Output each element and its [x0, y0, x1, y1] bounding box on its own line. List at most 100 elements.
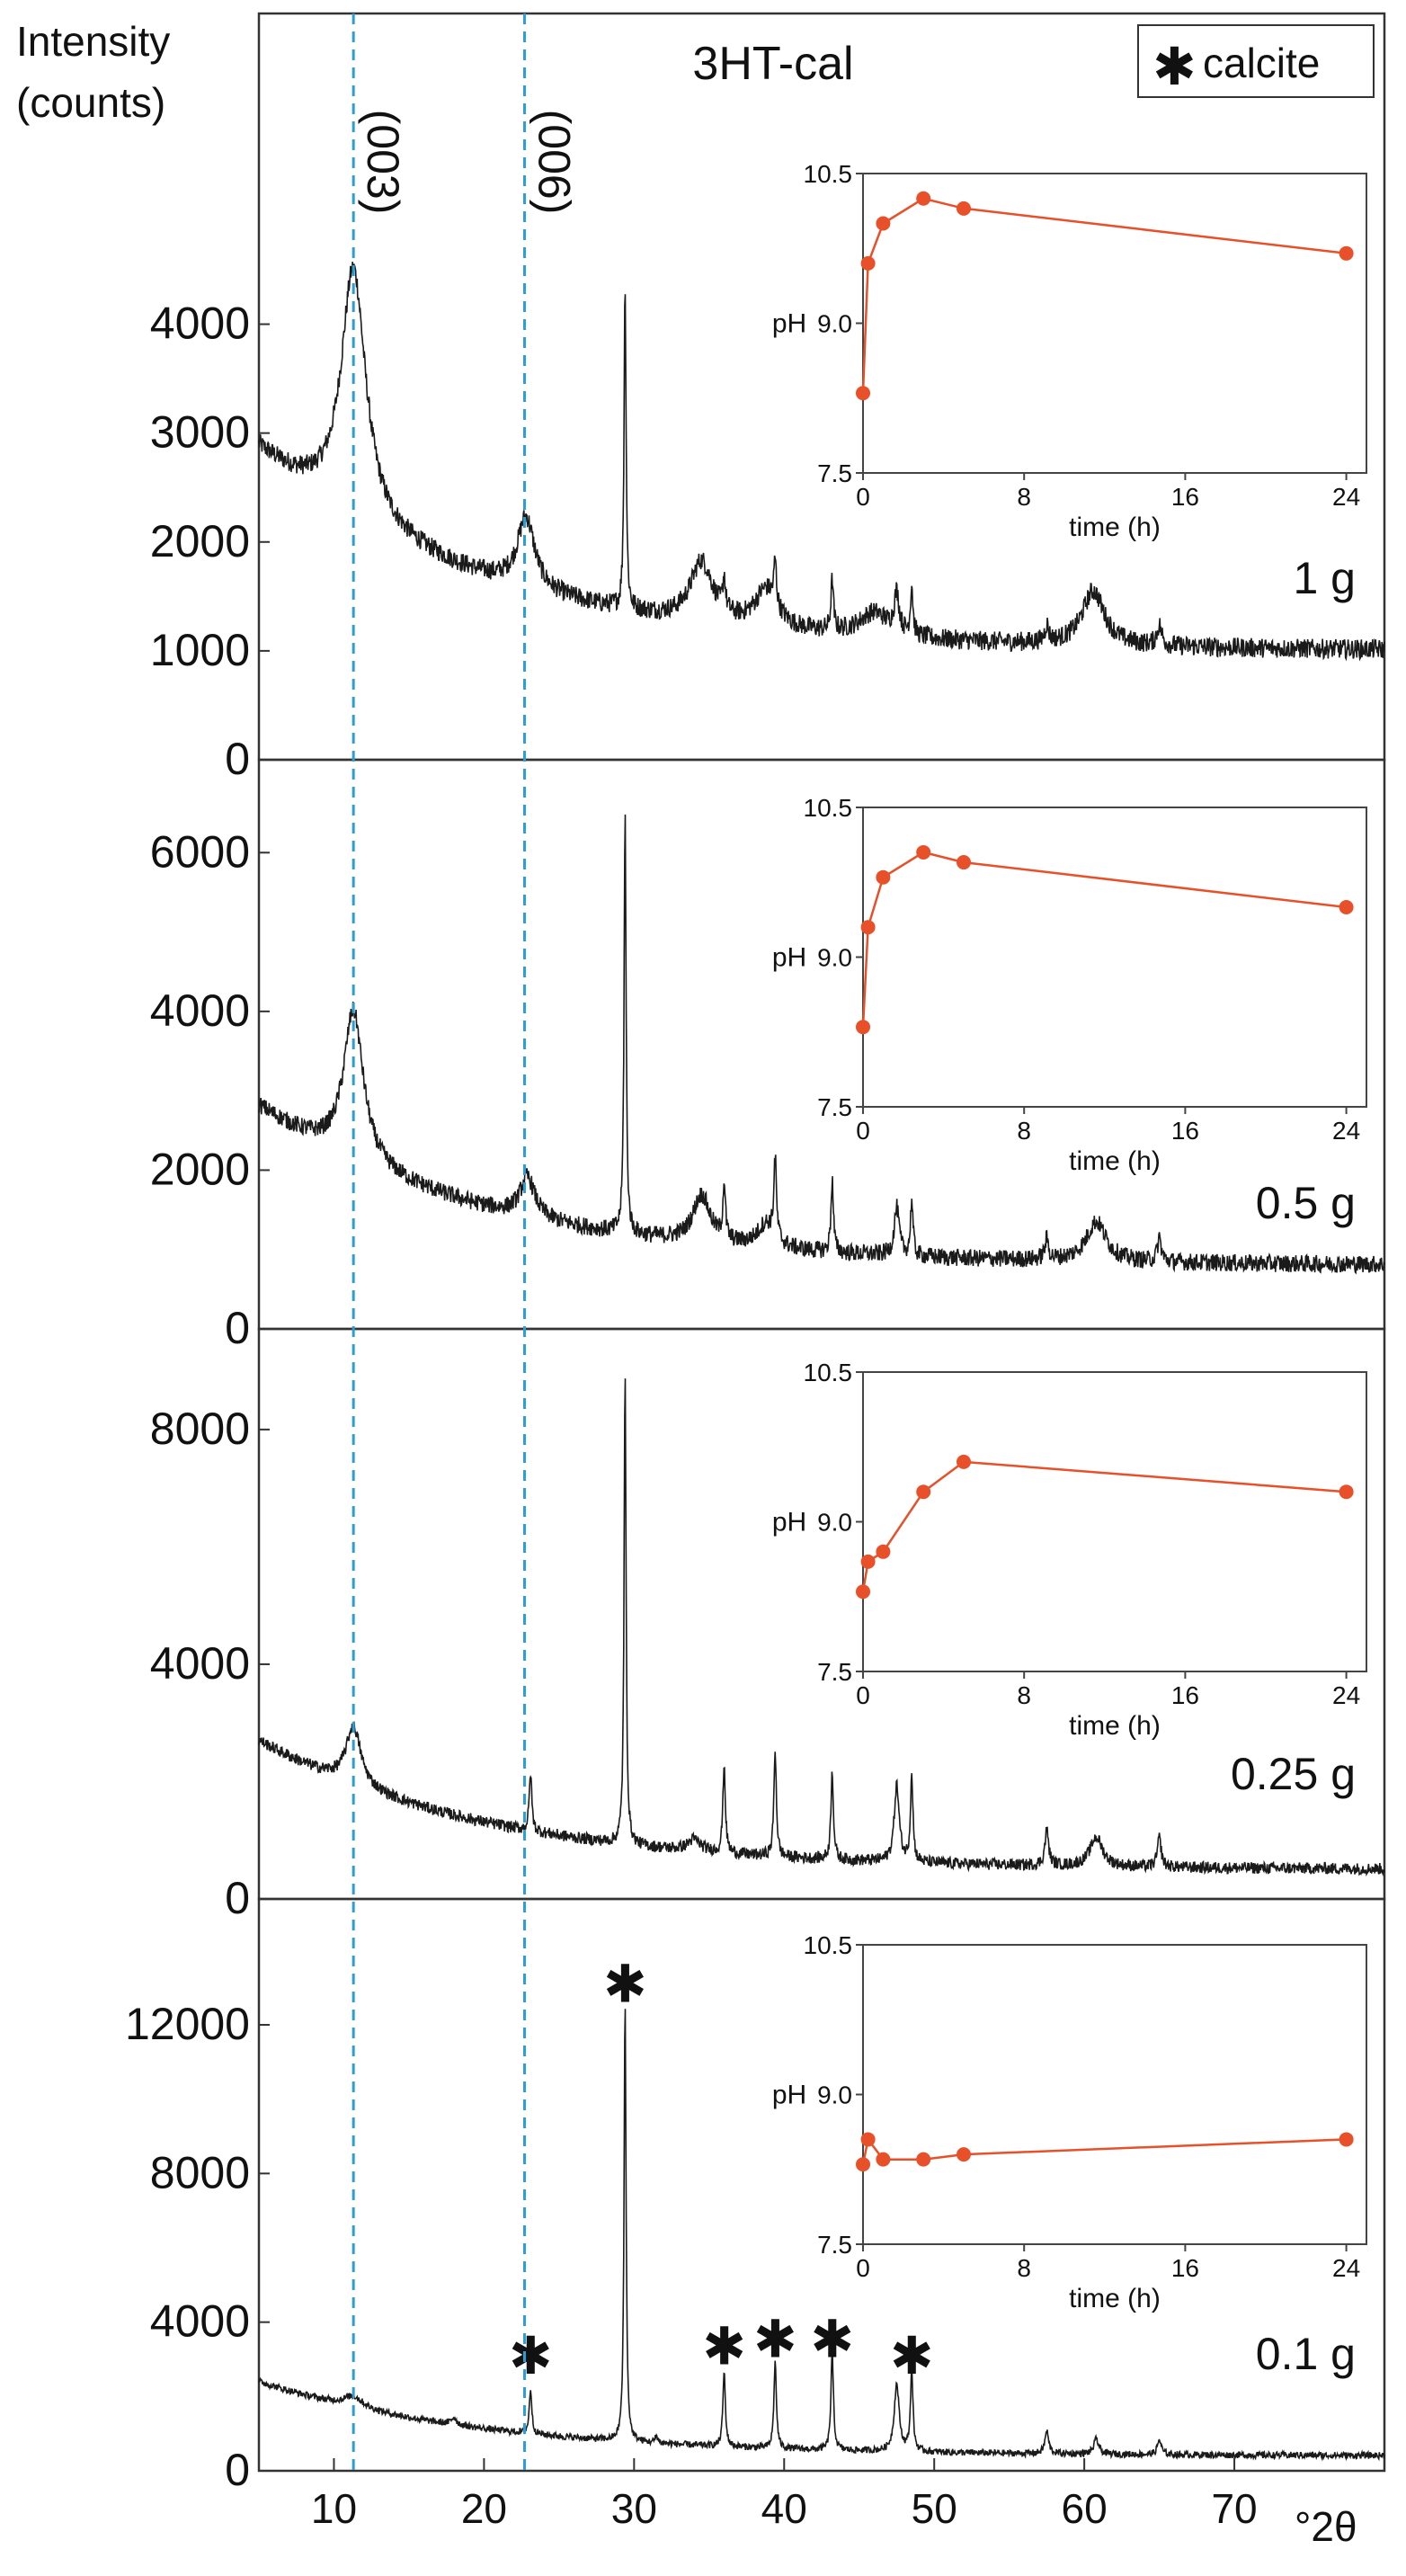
- xrd-pattern-line: [258, 814, 1385, 1275]
- ph-inset: 0 8 16 24 7.5 9.0 10.5 time (h) pH: [772, 794, 1367, 1176]
- reference-line-label: (003): [358, 110, 408, 215]
- ph-point: [1339, 1484, 1354, 1500]
- x-tick-label: 20: [461, 2485, 507, 2532]
- inset-x-tick-label: 0: [856, 1117, 870, 1145]
- y-tick-label: 8000: [150, 2147, 250, 2197]
- y-axis-label-line2: (counts): [16, 79, 165, 126]
- ph-point: [860, 2132, 876, 2147]
- ph-point: [856, 386, 870, 401]
- ph-point: [876, 1544, 891, 1559]
- ph-point: [860, 920, 876, 935]
- ph-point: [916, 844, 931, 860]
- inset-x-label: time (h): [1069, 513, 1161, 542]
- y-axis-label-line1: Intensity: [16, 18, 170, 65]
- ph-point: [856, 2157, 870, 2172]
- xrd-pattern-line: [258, 262, 1385, 662]
- y-tick-label: 12000: [125, 1999, 250, 2049]
- ph-point: [916, 1484, 931, 1500]
- calcite-star: ✱: [603, 1954, 647, 2015]
- inset-y-tick-label: 10.5: [804, 1931, 853, 1959]
- legend-label: calcite: [1203, 40, 1320, 86]
- panel-1: 0 1000 2000 3000 4000 1 g 0 8 16 24 7.5 9.0 10.5 time…: [150, 12, 1386, 784]
- inset-x-tick-label: 8: [1017, 483, 1031, 511]
- inset-x-tick-label: 8: [1017, 2254, 1031, 2282]
- ph-inset: 0 8 16 24 7.5 9.0 10.5 time (h) pH: [772, 1359, 1367, 1741]
- y-tick-label: 4000: [150, 985, 250, 1036]
- panel-frame: [257, 1897, 1386, 2473]
- sample-label: 0.25 g: [1231, 1749, 1356, 1799]
- inset-frame: [862, 1944, 1367, 2245]
- xrd-pattern-line: [258, 2009, 1385, 2462]
- inset-y-tick-label: 7.5: [817, 1658, 852, 1686]
- y-tick-label: 4000: [150, 2296, 250, 2347]
- ph-series-line: [861, 197, 1347, 394]
- x-tick-label: 50: [912, 2485, 957, 2532]
- sample-label: 0.1 g: [1256, 2329, 1356, 2379]
- x-tick-label: 60: [1062, 2485, 1108, 2532]
- calcite-star: ✱: [509, 2325, 553, 2386]
- inset-y-label: pH: [772, 2081, 806, 2110]
- y-tick-label: 6000: [150, 826, 250, 877]
- x-tick-label: 40: [761, 2485, 807, 2532]
- inset-y-tick-label: 7.5: [817, 459, 852, 487]
- ph-point: [957, 2147, 971, 2162]
- inset-y-label: pH: [772, 1508, 806, 1538]
- legend-star-symbol: ✱: [1152, 36, 1197, 97]
- inset-x-tick-label: 0: [856, 1681, 870, 1709]
- inset-y-tick-label: 9.0: [817, 310, 852, 338]
- inset-x-label: time (h): [1069, 1711, 1161, 1741]
- x-axis: 10 20 30 40 50 60 70: [311, 2458, 1258, 2532]
- ph-point: [916, 191, 931, 206]
- inset-y-tick-label: 10.5: [804, 1359, 853, 1386]
- inset-x-tick-label: 8: [1017, 1117, 1031, 1145]
- ph-series-line: [861, 851, 1347, 1028]
- inset-x-tick-label: 0: [856, 2254, 870, 2282]
- inset-y-label: pH: [772, 309, 806, 339]
- reference-lines: (003) (006): [352, 13, 579, 2471]
- inset-x-tick-label: 16: [1171, 483, 1199, 511]
- legend-box: [1137, 24, 1375, 98]
- inset-y-tick-label: 10.5: [804, 794, 853, 822]
- panel-2: 0 2000 4000 6000 0.5 g 0 8 16 24 7.5 9.0 10.5 time (…: [150, 758, 1386, 1353]
- reference-line-label: (006): [529, 110, 579, 215]
- y-tick-label: 0: [225, 1873, 250, 1923]
- ph-point: [876, 869, 891, 885]
- figure-text: Intensity (counts) 3HT-cal °2θ: [16, 18, 1357, 2550]
- chart-title: 3HT-cal: [692, 38, 853, 90]
- inset-x-tick-label: 16: [1171, 2254, 1199, 2282]
- calcite-star: ✱: [890, 2325, 934, 2386]
- ph-point: [957, 201, 971, 216]
- y-tick-label: 0: [225, 2445, 250, 2495]
- ph-point: [856, 1020, 870, 1035]
- ph-point: [916, 2152, 931, 2167]
- calcite-star: ✱: [702, 2316, 746, 2377]
- ph-point: [957, 855, 971, 870]
- inset-y-tick-label: 7.5: [817, 2231, 852, 2259]
- y-tick-label: 3000: [150, 407, 250, 458]
- inset-x-label: time (h): [1069, 2284, 1161, 2313]
- y-tick-label: 0: [225, 734, 250, 784]
- inset-y-tick-label: 9.0: [817, 2081, 852, 2109]
- calcite-star: ✱: [810, 2308, 854, 2369]
- ph-inset: 0 8 16 24 7.5 9.0 10.5 time (h) pH: [772, 160, 1367, 542]
- sample-label: 0.5 g: [1256, 1178, 1356, 1228]
- x-tick-label: 30: [611, 2485, 657, 2532]
- y-tick-label: 4000: [150, 1638, 250, 1689]
- inset-x-tick-label: 24: [1332, 2254, 1360, 2282]
- ph-point: [876, 216, 891, 231]
- inset-y-tick-label: 7.5: [817, 1093, 852, 1121]
- x-tick-label: 10: [311, 2485, 357, 2532]
- inset-x-tick-label: 16: [1171, 1117, 1199, 1145]
- ph-point: [876, 2152, 891, 2167]
- ph-point: [1339, 2132, 1354, 2147]
- inset-y-label: pH: [772, 943, 806, 973]
- xrd-pattern-line: [258, 1378, 1385, 1877]
- ph-point: [1339, 245, 1354, 261]
- inset-frame: [862, 807, 1367, 1108]
- ph-point: [860, 1554, 876, 1569]
- calcite-star: ✱: [753, 2308, 797, 2369]
- y-tick-label: 2000: [150, 516, 250, 566]
